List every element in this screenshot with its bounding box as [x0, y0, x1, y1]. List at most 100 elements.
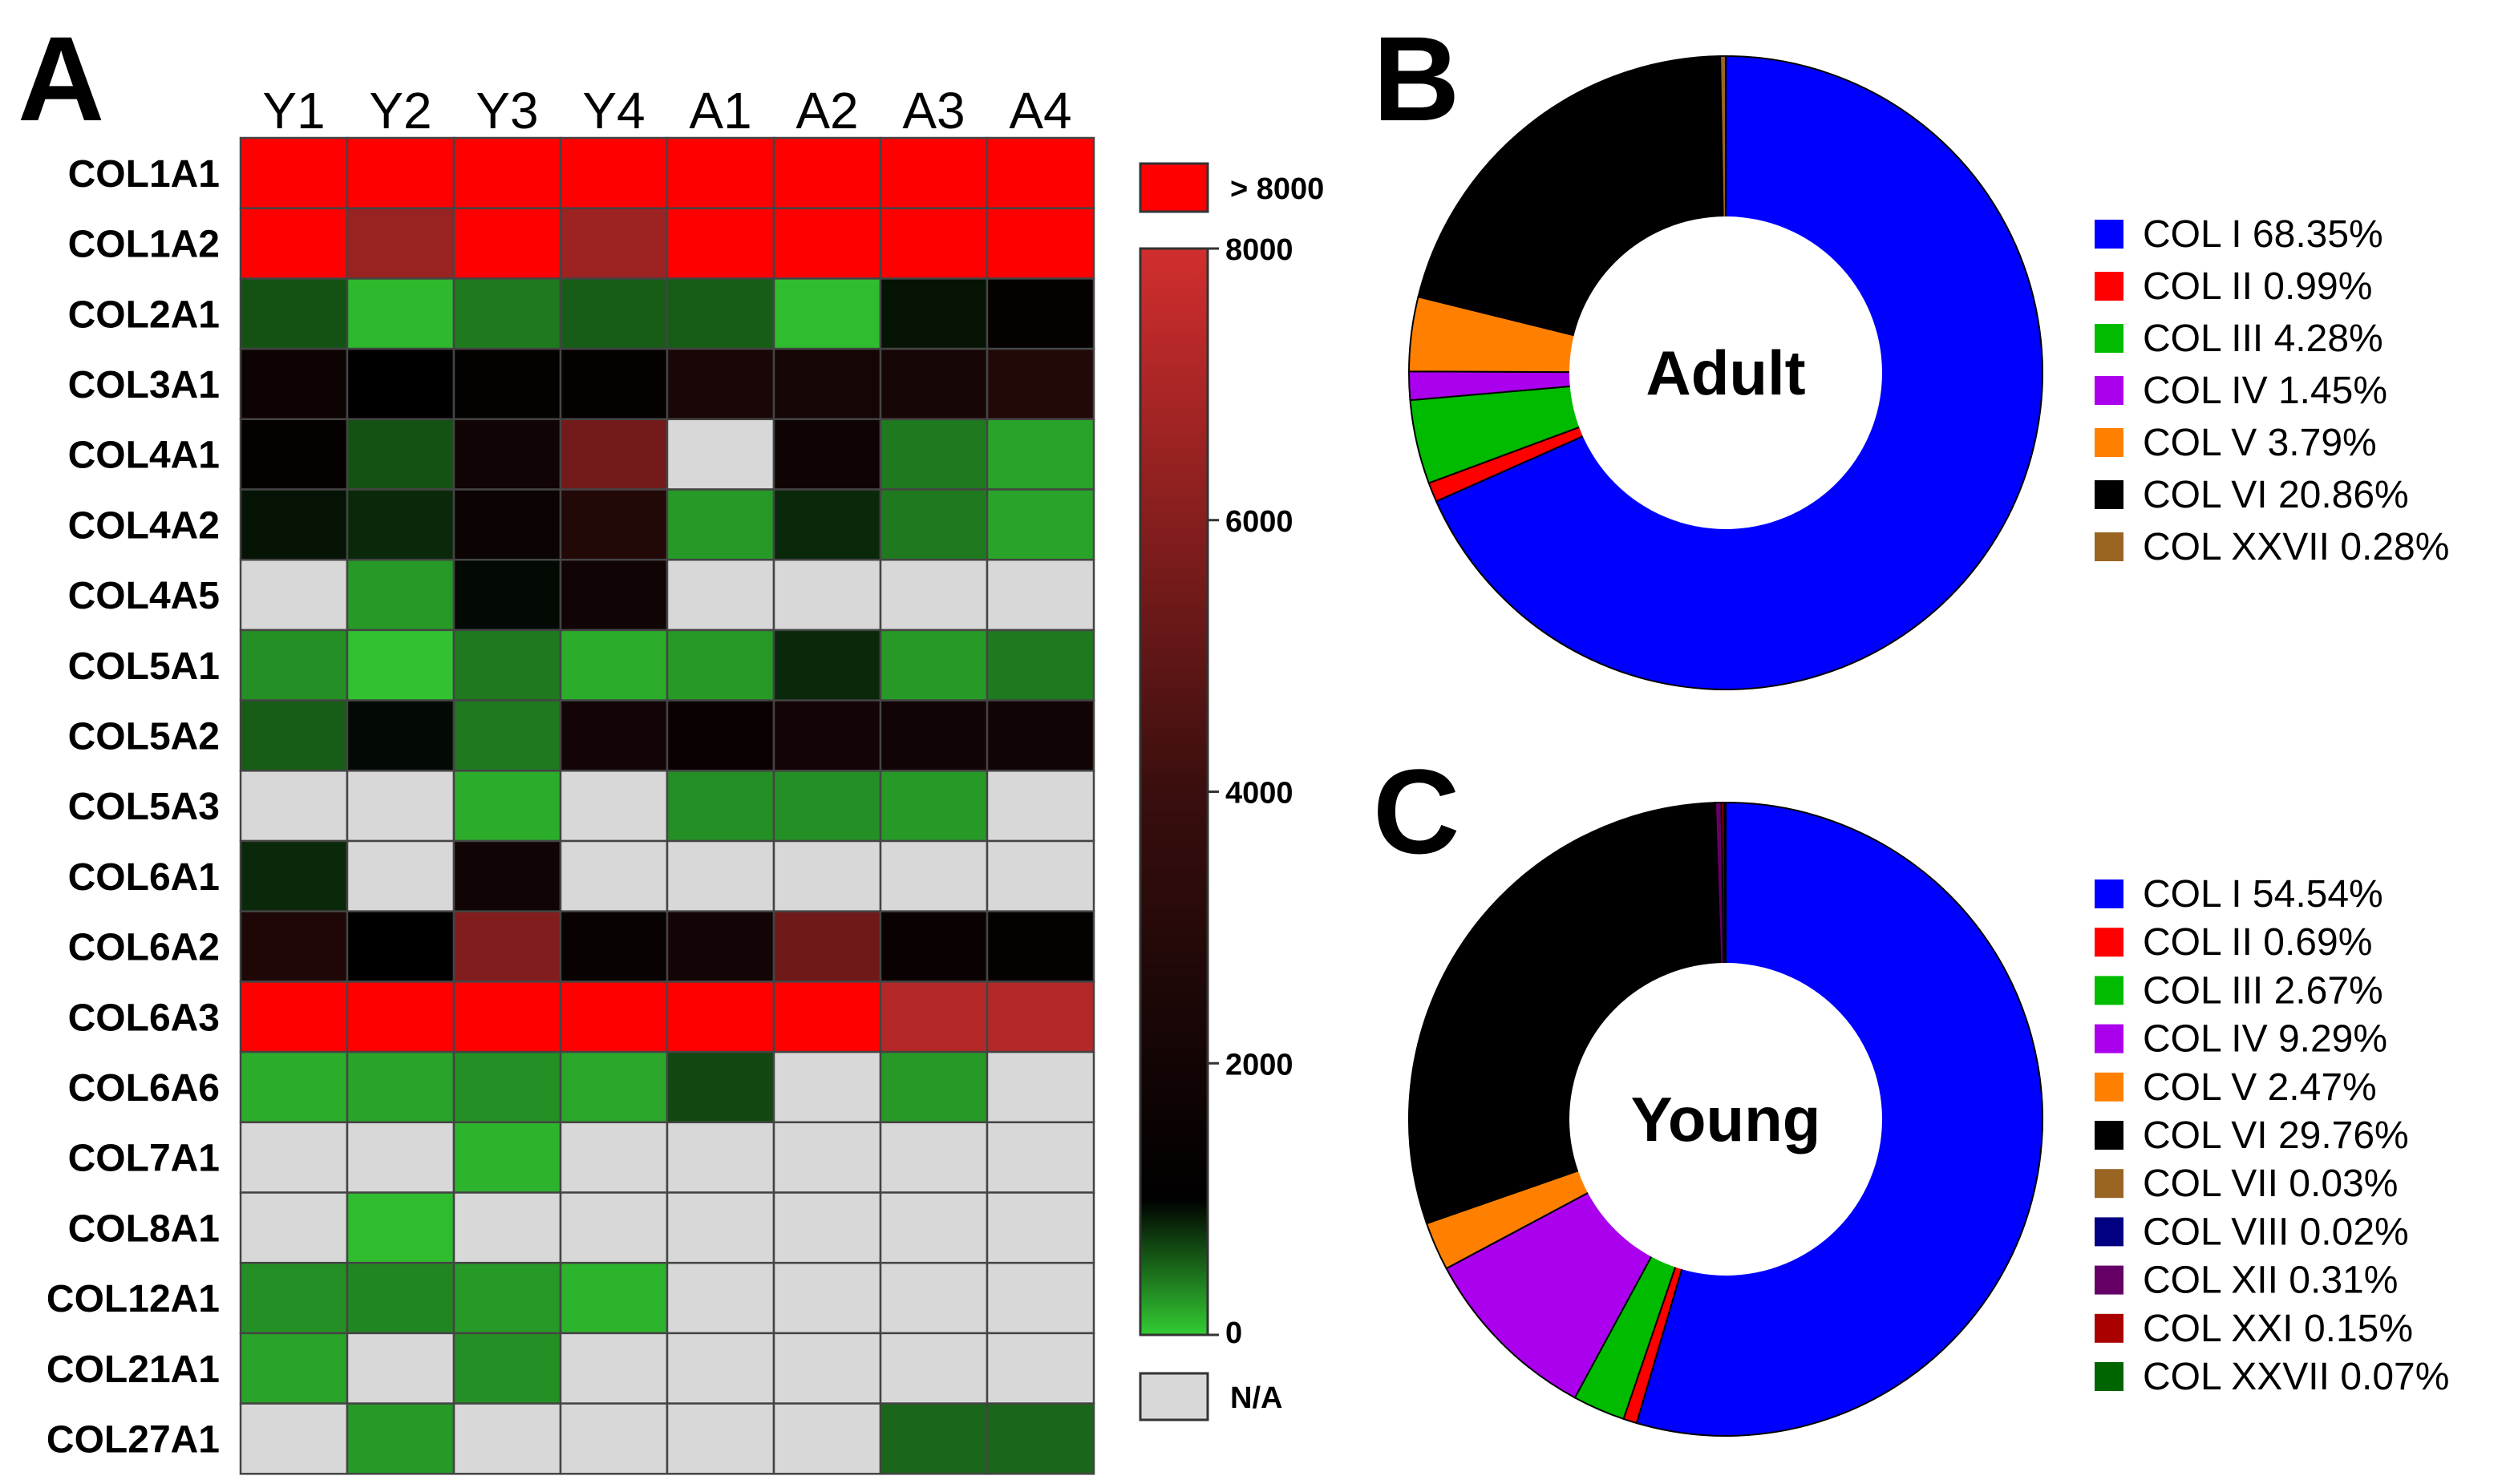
legend-swatch — [2095, 428, 2123, 457]
heatmap-cell — [452, 839, 562, 912]
heatmap-cell — [666, 1261, 775, 1335]
heatmap-column-headers: Y1 Y2 Y3 Y4 A1 A2 A3 A4 — [262, 82, 1071, 140]
legend-swatch — [2095, 1024, 2123, 1053]
heatmap-row-header: COL21A1 — [47, 1349, 220, 1391]
legend-entry-percent: 0.07% — [2340, 1356, 2449, 1398]
heatmap-cell — [346, 558, 455, 632]
heatmap-cell — [986, 418, 1095, 491]
heatmap-cell — [346, 839, 455, 912]
legend-entry: COL XXVII 0.07% — [2143, 1356, 2449, 1398]
heatmap-cell — [239, 839, 349, 912]
legend-entry-label: COL XXI — [2143, 1308, 2304, 1350]
heatmap-cell — [666, 699, 775, 772]
donut-center-label-young: Young — [1631, 1084, 1821, 1154]
heatmap-cell — [666, 418, 775, 491]
legend-entry-label: COL II — [2143, 265, 2263, 308]
heatmap-cell — [986, 981, 1095, 1053]
legend-entry: COL II 0.69% — [2143, 921, 2372, 964]
heatmap-cell — [559, 207, 669, 280]
heatmap-cell — [239, 770, 349, 843]
heatmap-cell — [559, 558, 669, 632]
heatmap-cell — [879, 207, 989, 280]
legend-entry-label: COL XXVII — [2143, 1356, 2340, 1398]
heatmap-cell — [452, 1121, 562, 1194]
heatmap-cell — [772, 981, 882, 1053]
heatmap-cell — [986, 910, 1095, 983]
heatmap-cell — [879, 136, 989, 209]
colorbar-gradient — [1139, 247, 1209, 1336]
donut-slice — [1723, 801, 1727, 1120]
heatmap-row-header: COL8A1 — [68, 1207, 220, 1250]
heatmap-cell — [452, 699, 562, 772]
heatmap-cell — [666, 1191, 775, 1264]
legend-entry-label: COL V — [2143, 1066, 2268, 1109]
legend-entry-label: COL VI — [2143, 1114, 2278, 1157]
heatmap-cell — [346, 1402, 455, 1475]
heatmap-cell — [772, 770, 882, 843]
heatmap-cell — [452, 910, 562, 983]
legend-entry: COL IV 1.45% — [2143, 370, 2387, 412]
heatmap-column-header: A1 — [689, 82, 751, 140]
legend-entry-percent: 0.28% — [2340, 526, 2449, 568]
heatmap-row-header: COL4A1 — [68, 435, 220, 477]
panel-letter-c: C — [1373, 744, 1459, 879]
heatmap-row-header: COL4A2 — [68, 504, 220, 547]
heatmap-cell — [666, 1050, 775, 1124]
panel-letter-a: A — [18, 11, 104, 146]
heatmap-row-header: COL7A1 — [68, 1138, 220, 1180]
legend-entry: COL II 0.99% — [2143, 265, 2372, 308]
heatmap-cell — [239, 629, 349, 702]
heatmap-cell — [346, 207, 455, 280]
legend-entry-label: COL IV — [2143, 370, 2278, 412]
legend-swatch — [2095, 376, 2123, 405]
colorbar-over-label: > 8000 — [1230, 172, 1324, 206]
legend-entry: COL VII 0.03% — [2143, 1163, 2398, 1205]
heatmap-cell — [452, 136, 562, 209]
legend-entry-label: COL IV — [2143, 1018, 2278, 1061]
colorbar-tick-label: 2000 — [1225, 1048, 1293, 1082]
heatmap-cell — [239, 207, 349, 280]
legend-entry-percent: 9.29% — [2278, 1018, 2387, 1061]
heatmap-column-header: A3 — [902, 82, 965, 140]
heatmap-column-header: Y3 — [476, 82, 538, 140]
heatmap-row-header: COL6A1 — [68, 856, 220, 899]
legend-entry-label: COL VIII — [2143, 1211, 2300, 1253]
heatmap-row-header: COL12A1 — [47, 1278, 220, 1320]
heatmap-cell — [239, 347, 349, 421]
legend-swatch — [2095, 1169, 2123, 1199]
legend-entry-percent: 29.76% — [2278, 1114, 2409, 1157]
legend-entry-label: COL I — [2143, 213, 2253, 256]
heatmap-cell — [346, 629, 455, 702]
heatmap-cell — [452, 418, 562, 491]
legend-entry: COL I 54.54% — [2143, 873, 2383, 916]
heatmap-cell — [772, 629, 882, 702]
heatmap-cell — [559, 1402, 669, 1475]
heatmap-cell — [666, 981, 775, 1053]
heatmap-row-header: COL5A3 — [68, 786, 220, 828]
heatmap-cell — [986, 1050, 1095, 1124]
heatmap-cell — [346, 910, 455, 983]
heatmap-cell — [666, 910, 775, 983]
legend-young: COL I 54.54%COL II 0.69%COL III 2.67%COL… — [2095, 873, 2449, 1398]
heatmap-cell — [239, 1191, 349, 1264]
legend-swatch — [2095, 1217, 2123, 1247]
heatmap-cell — [559, 629, 669, 702]
heatmap-row-header: COL3A1 — [68, 364, 220, 406]
heatmap-cell — [452, 558, 562, 632]
heatmap-row-header: COL6A6 — [68, 1067, 220, 1110]
heatmap-cell — [986, 629, 1095, 702]
heatmap-row-header: COL5A2 — [68, 715, 220, 758]
heatmap-column-header: A4 — [1009, 82, 1071, 140]
donut-chart-adult: Adult — [1407, 55, 2043, 690]
legend-entry-label: COL I — [2143, 873, 2253, 916]
heatmap-cell — [239, 136, 349, 209]
heatmap-cell — [559, 136, 669, 209]
heatmap-cell — [879, 839, 989, 912]
legend-adult: COL I 68.35%COL II 0.99%COL III 4.28%COL… — [2095, 213, 2449, 568]
legend-entry: COL VI 20.86% — [2143, 474, 2409, 516]
legend-entry-label: COL III — [2143, 969, 2274, 1012]
heatmap-cell — [346, 699, 455, 772]
legend-entry-percent: 20.86% — [2278, 474, 2409, 516]
heatmap-cell — [346, 488, 455, 561]
